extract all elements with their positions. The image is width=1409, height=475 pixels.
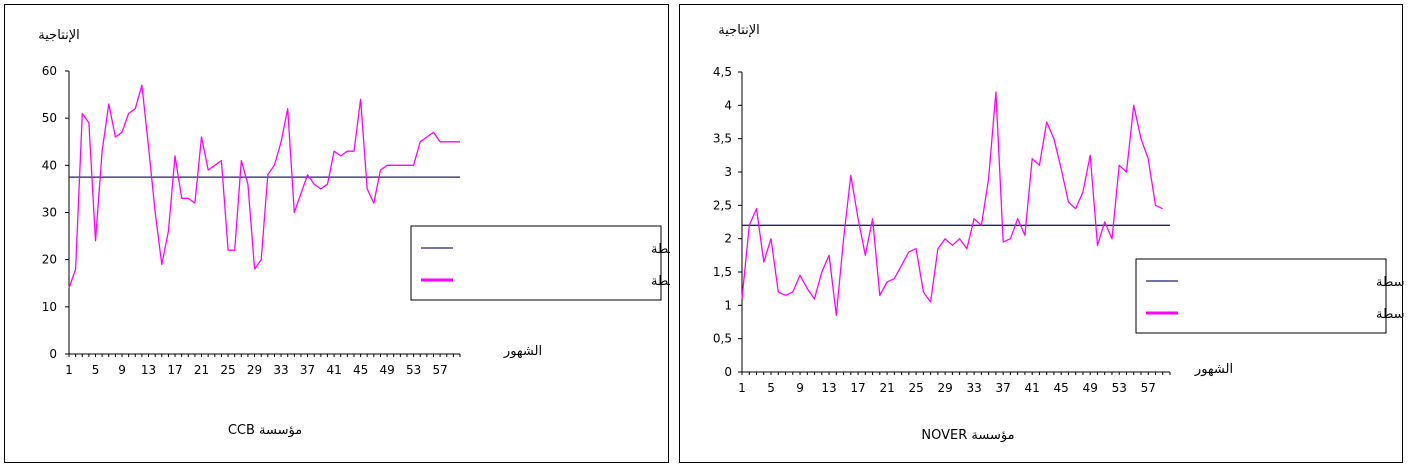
productivity-line [741,91,1163,316]
y-tick-label: 0,5 [713,332,732,346]
x-tick-label: 25 [220,363,235,377]
legend-label: متوسط الإنتاجية المتوسطة [651,242,670,257]
y-tick-label: 1 [724,298,732,312]
x-tick-label: 53 [406,363,421,377]
y-tick-label: 3 [724,165,732,179]
x-tick-label: 5 [767,381,775,395]
x-tick-label: 1 [738,381,746,395]
chart-caption: مؤسسة CCB [228,423,302,438]
y-tick-label: 40 [42,158,57,172]
x-tick-label: 41 [1025,381,1040,395]
y-tick-label: 20 [42,253,57,267]
y-axis-title: الإنتاجية [718,23,759,38]
x-tick-label: 1 [65,363,73,377]
x-tick-label: 37 [300,363,315,377]
y-tick-label: 50 [42,111,57,125]
y-tick-label: 4 [724,98,732,112]
x-tick-label: 21 [194,363,209,377]
x-tick-label: 45 [353,363,368,377]
x-axis-title: الشهور [1194,362,1233,377]
x-tick-label: 13 [141,363,156,377]
x-tick-label: 25 [908,381,923,395]
y-tick-label: 0 [724,365,732,379]
chart-caption: مؤسسة NOVER [921,428,1014,443]
x-tick-label: 57 [432,363,447,377]
x-tick-label: 9 [118,363,126,377]
x-tick-label: 45 [1054,381,1069,395]
chart-svg-ccb: 0 10 20 30 40 50 60 1 5 9 13 17 21 25 29 33 37 41 45 49 53 57… [38,28,670,438]
legend-box [410,225,662,301]
x-tick-label: 33 [273,363,288,377]
y-tick-label: 10 [42,300,57,314]
x-tick-label: 9 [796,381,804,395]
chart-svg-nover: 0 0,5 1 1,5 2 2,5 3 3,5 4 4,5 1 5 9 13 17 21 25 29 33 37 41 4… [713,23,1404,443]
y-tick-label: 60 [42,64,57,78]
y-tick-label: 0 [49,347,57,361]
x-tick-label: 29 [247,363,262,377]
y-tick-label: 30 [42,206,57,220]
x-axis-title: الشهور [503,344,542,359]
chart-panel-ccb: 0 10 20 30 40 50 60 1 5 9 13 17 21 25 29 33 37 41 45 49 53 57… [4,4,670,463]
x-tick-label: 17 [850,381,865,395]
x-tick-label: 33 [966,381,981,395]
x-tick-label: 41 [326,363,341,377]
x-tick-label: 5 [92,363,100,377]
legend-label: الإنتاجية المتوسطة [1376,307,1404,322]
y-axis-title: الإنتاجية [38,28,79,43]
x-tick-label: 37 [996,381,1011,395]
legend-label: متوسط الإنتاجية المتوسطة [1376,275,1404,290]
x-tick-label: 57 [1141,381,1156,395]
chart-panel-nover: 0 0,5 1 1,5 2 2,5 3 3,5 4 4,5 1 5 9 13 17 21 25 29 33 37 41 4… [679,4,1404,463]
legend-label: الإنتاجية المتوسطة [651,274,670,289]
x-tick-label: 53 [1112,381,1127,395]
y-tick-label: 2 [724,232,732,246]
x-tick-label: 13 [821,381,836,395]
y-tick-label: 4,5 [713,65,732,79]
x-tick-label: 49 [1083,381,1098,395]
y-tick-label: 1,5 [713,265,732,279]
y-tick-label: 2,5 [713,198,732,212]
productivity-line [68,84,460,289]
legend-box [1135,258,1387,334]
x-tick-label: 49 [379,363,394,377]
x-tick-label: 17 [167,363,182,377]
x-tick-label: 29 [937,381,952,395]
x-tick-label: 21 [879,381,894,395]
y-tick-label: 3,5 [713,132,732,146]
